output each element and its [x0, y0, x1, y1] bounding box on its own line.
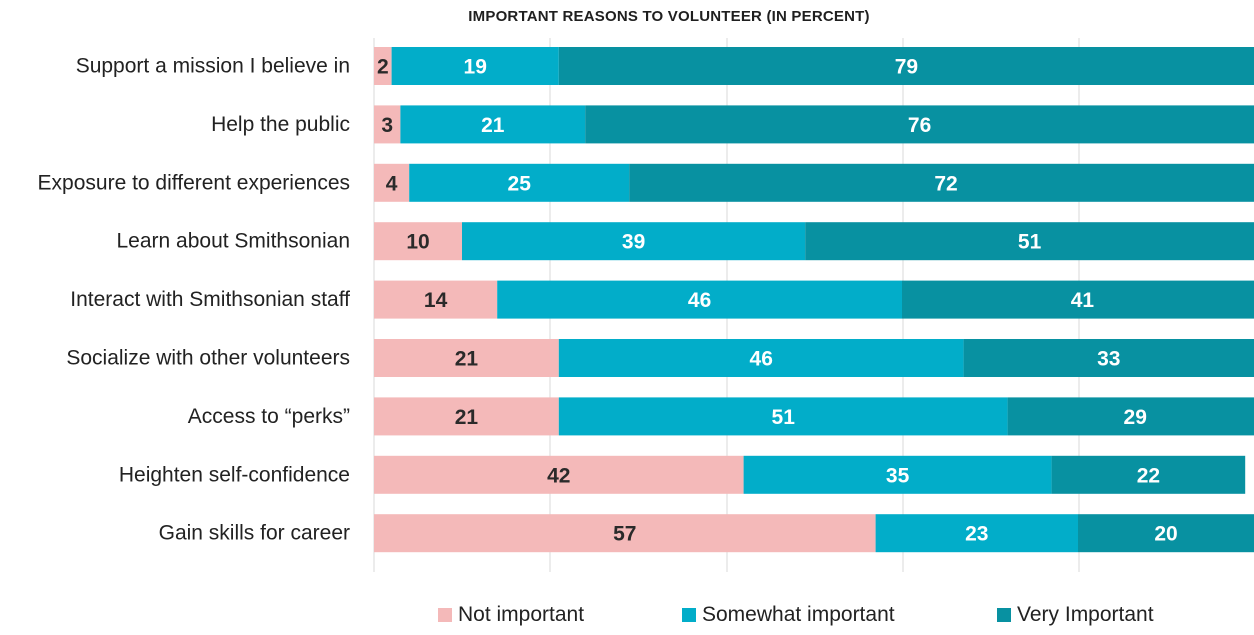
- bar-segment: [374, 163, 410, 202]
- legend-item: Not important: [438, 603, 584, 627]
- bar-segment: [374, 222, 462, 261]
- data-label: 41: [1071, 289, 1095, 312]
- data-label: 25: [508, 172, 532, 195]
- data-label: 19: [464, 56, 487, 79]
- data-label: 21: [455, 348, 479, 371]
- bar-segment: [374, 105, 401, 144]
- data-label: 29: [1124, 406, 1147, 429]
- chart-title: IMPORTANT REASONS TO VOLUNTEER (IN PERCE…: [468, 8, 870, 25]
- bar-segment: [902, 280, 1254, 319]
- data-label: 51: [1018, 231, 1042, 254]
- data-label: 39: [622, 231, 645, 254]
- category-label: Socialize with other volunteers: [66, 347, 350, 370]
- legend-item: Somewhat important: [682, 603, 895, 627]
- data-label: 42: [547, 464, 570, 487]
- category-label: Help the public: [211, 113, 350, 136]
- bar-segment: [1078, 514, 1254, 553]
- data-label: 3: [381, 114, 393, 137]
- bar-segment: [374, 280, 498, 319]
- data-label: 46: [688, 289, 711, 312]
- data-label: 33: [1097, 348, 1120, 371]
- data-label: 21: [455, 406, 479, 429]
- bar-segment: [1007, 397, 1254, 436]
- category-label: Exposure to different experiences: [38, 171, 350, 194]
- chart-plot: Support a mission I believe in 2 19 79 Help …: [38, 38, 1254, 572]
- bar-segment: [558, 397, 1008, 436]
- data-label: 57: [613, 523, 636, 546]
- data-label: 14: [424, 289, 448, 312]
- data-label: 51: [772, 406, 796, 429]
- legend-label: Not important: [458, 603, 585, 626]
- category-label: Heighten self-confidence: [119, 463, 350, 486]
- data-label: 10: [406, 231, 429, 254]
- bar-segment: [585, 105, 1254, 144]
- legend-label: Very Important: [1017, 603, 1154, 626]
- bar-segment: [497, 280, 902, 319]
- bar-segment: [374, 455, 744, 494]
- data-label: 22: [1137, 464, 1160, 487]
- bar-segment: [558, 47, 1254, 85]
- bar-segment: [629, 163, 1254, 202]
- bar-segment: [743, 455, 1052, 494]
- legend-item: Very Important: [997, 603, 1154, 627]
- data-label: 76: [908, 114, 931, 137]
- bar-segment: [805, 222, 1254, 261]
- data-label: 72: [934, 172, 957, 195]
- data-label: 35: [886, 464, 910, 487]
- bar-segment: [374, 397, 559, 436]
- bar-segment: [409, 163, 630, 202]
- legend-label: Somewhat important: [702, 603, 895, 626]
- bar-segment: [391, 47, 559, 85]
- data-label: 21: [481, 114, 505, 137]
- category-label: Learn about Smithsonian: [117, 230, 351, 253]
- data-label: 79: [895, 56, 918, 79]
- legend-swatch: [682, 608, 696, 622]
- bar-segment: [462, 222, 806, 261]
- legend-swatch: [438, 608, 452, 622]
- data-label: 23: [965, 523, 988, 546]
- category-label: Support a mission I believe in: [76, 55, 350, 78]
- data-label: 4: [386, 172, 398, 195]
- bar-segment: [875, 514, 1078, 553]
- legend: Not important Somewhat important Very Impo…: [0, 603, 1254, 633]
- category-label: Gain skills for career: [159, 522, 350, 545]
- bar-segment: [374, 514, 876, 553]
- data-label: 20: [1154, 523, 1177, 546]
- bar-segment: [374, 47, 392, 85]
- category-label: Access to “perks”: [188, 405, 350, 428]
- bar-segment: [374, 339, 559, 377]
- bar-segment: [1051, 455, 1246, 494]
- data-label: 2: [377, 56, 389, 79]
- bar-segment: [558, 339, 964, 377]
- data-label: 46: [750, 348, 773, 371]
- bar-segment: [400, 105, 586, 144]
- category-label: Interact with Smithsonian staff: [70, 288, 350, 311]
- legend-swatch: [997, 608, 1011, 622]
- bar-segment: [963, 339, 1254, 377]
